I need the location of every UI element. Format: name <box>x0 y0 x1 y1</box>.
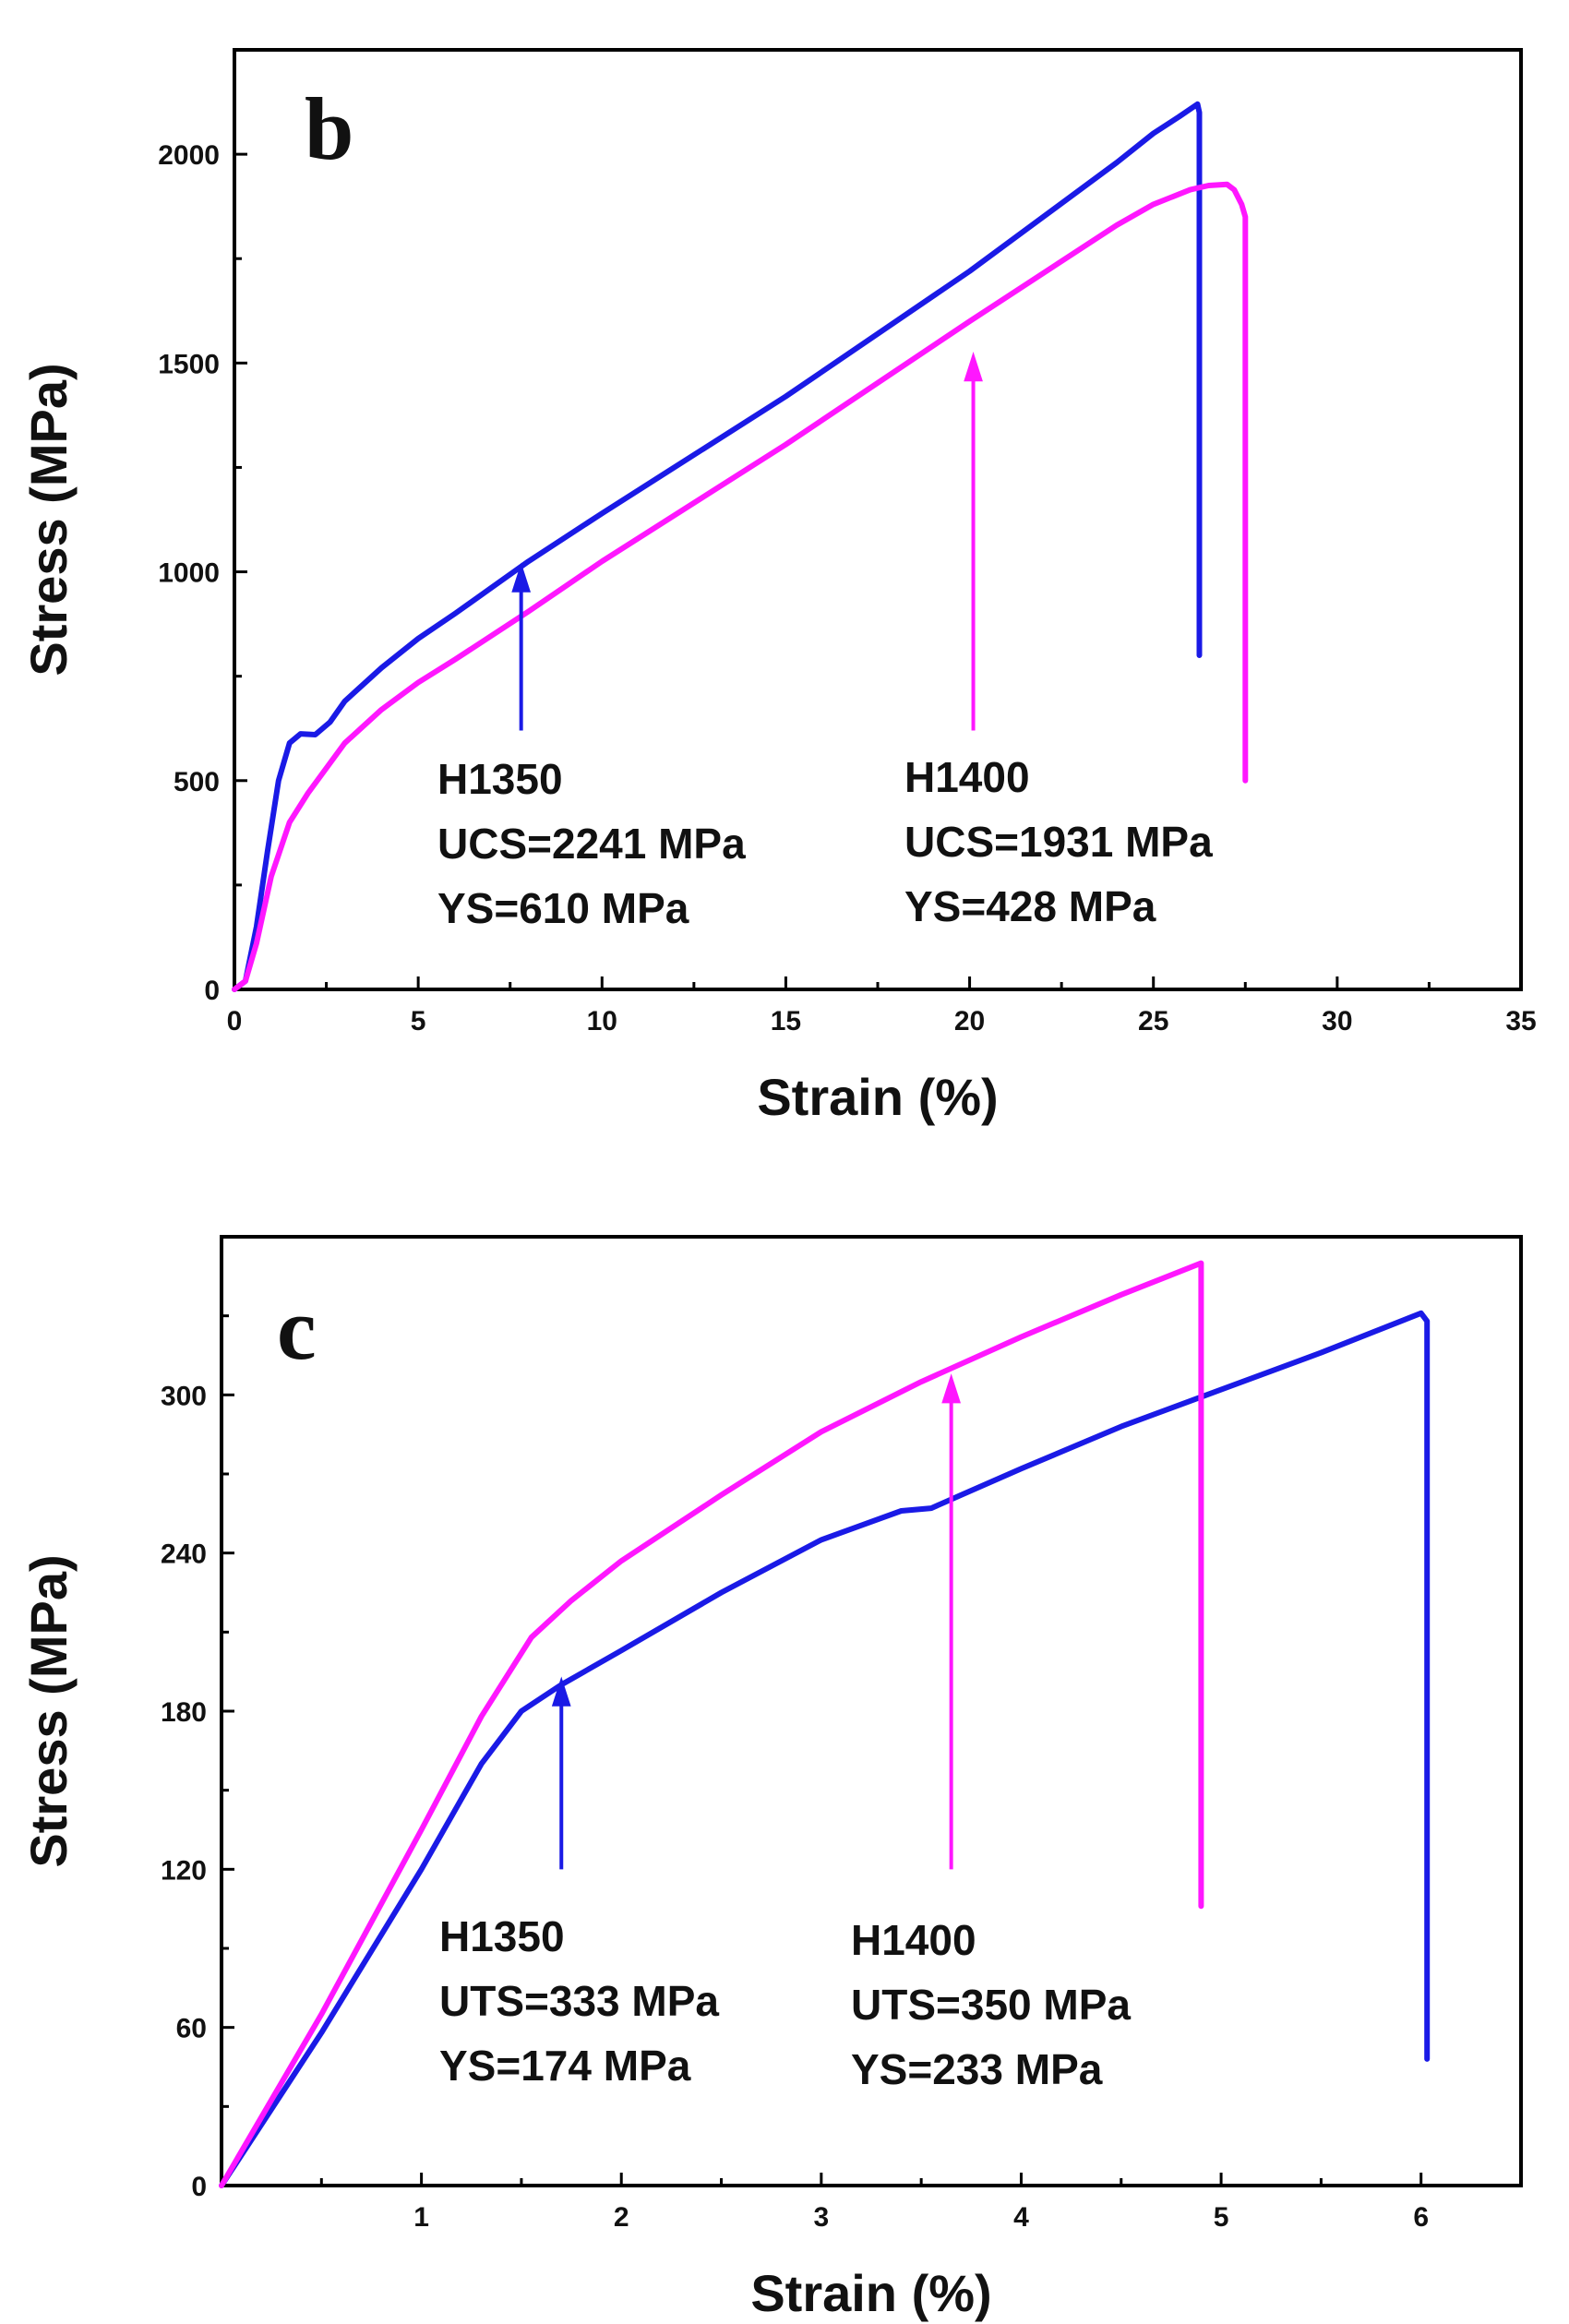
annotation-h1400-line-2: YS=233 MPa <box>851 2045 1103 2093</box>
arrow-head-h1350 <box>551 1676 571 1707</box>
x-tick-label: 0 <box>227 1006 243 1036</box>
y-tick-label: 0 <box>204 976 220 1006</box>
x-tick-label: 15 <box>771 1006 801 1036</box>
y-axis-title: Stress (MPa) <box>19 363 78 676</box>
annotation-h1350-line-0: H1350 <box>437 755 563 803</box>
annotation-h1400-line-1: UCS=1931 MPa <box>904 818 1213 866</box>
annotation-h1350-line-1: UTS=333 MPa <box>439 1977 719 2025</box>
x-tick-label: 30 <box>1322 1006 1352 1036</box>
y-tick-label: 300 <box>161 1381 207 1411</box>
x-tick-label: 10 <box>587 1006 617 1036</box>
x-tick-label: 3 <box>814 2202 830 2233</box>
y-tick-label: 2000 <box>158 140 220 171</box>
series-line-h1350 <box>219 1310 1431 2188</box>
annotation-h1400-line-0: H1400 <box>904 753 1030 801</box>
x-axis-title: Strain (%) <box>750 2264 991 2322</box>
y-tick-label: 1000 <box>158 558 220 589</box>
y-tick-label: 0 <box>191 2172 207 2202</box>
x-tick-label: 25 <box>1138 1006 1168 1036</box>
annotation-h1350-line-1: UCS=2241 MPa <box>437 820 746 868</box>
x-axis-title: Strain (%) <box>757 1068 998 1126</box>
y-tick-label: 500 <box>174 767 220 797</box>
series-line-h1350 <box>232 101 1203 992</box>
x-tick-label: 35 <box>1505 1006 1536 1036</box>
x-tick-label: 5 <box>1214 2202 1229 2233</box>
panel-letter: c <box>277 1279 317 1378</box>
x-tick-label: 4 <box>1013 2202 1029 2233</box>
annotation-h1350-line-2: YS=610 MPa <box>437 884 689 932</box>
annotation-h1400-line-2: YS=428 MPa <box>904 882 1156 930</box>
plot-frame <box>220 1235 1523 2187</box>
y-tick-label: 120 <box>161 1855 207 1886</box>
annotation-h1400-line-0: H1400 <box>851 1916 976 1964</box>
y-tick-label: 1500 <box>158 349 220 379</box>
x-tick-label: 20 <box>954 1006 985 1036</box>
y-axis-title: Stress (MPa) <box>19 1554 78 1867</box>
chart-panel-b: 0 5 10 15 20 25 30 35 0 500 1000 1500 2000 Strain (%)… <box>19 48 1537 1126</box>
series-line-h1400 <box>232 181 1249 992</box>
y-tick-label: 240 <box>161 1539 207 1570</box>
x-tick-label: 2 <box>614 2202 629 2233</box>
arrow-head-h1350 <box>511 562 532 593</box>
x-tick-label: 5 <box>411 1006 426 1036</box>
y-tick-label: 60 <box>176 2014 207 2044</box>
x-tick-label: 1 <box>413 2202 429 2233</box>
y-tick-label: 180 <box>161 1697 207 1728</box>
panel-letter: b <box>305 79 353 178</box>
arrow-head-h1400 <box>941 1373 962 1404</box>
x-tick-label: 6 <box>1413 2202 1429 2233</box>
annotation-h1400-line-1: UTS=350 MPa <box>851 1981 1131 2029</box>
arrow-head-h1400 <box>964 352 983 382</box>
annotation-h1350-line-0: H1350 <box>439 1912 565 1960</box>
plot-frame <box>233 48 1523 991</box>
annotation-h1350-line-2: YS=174 MPa <box>439 2042 691 2090</box>
series-line-h1400 <box>219 1260 1204 2188</box>
